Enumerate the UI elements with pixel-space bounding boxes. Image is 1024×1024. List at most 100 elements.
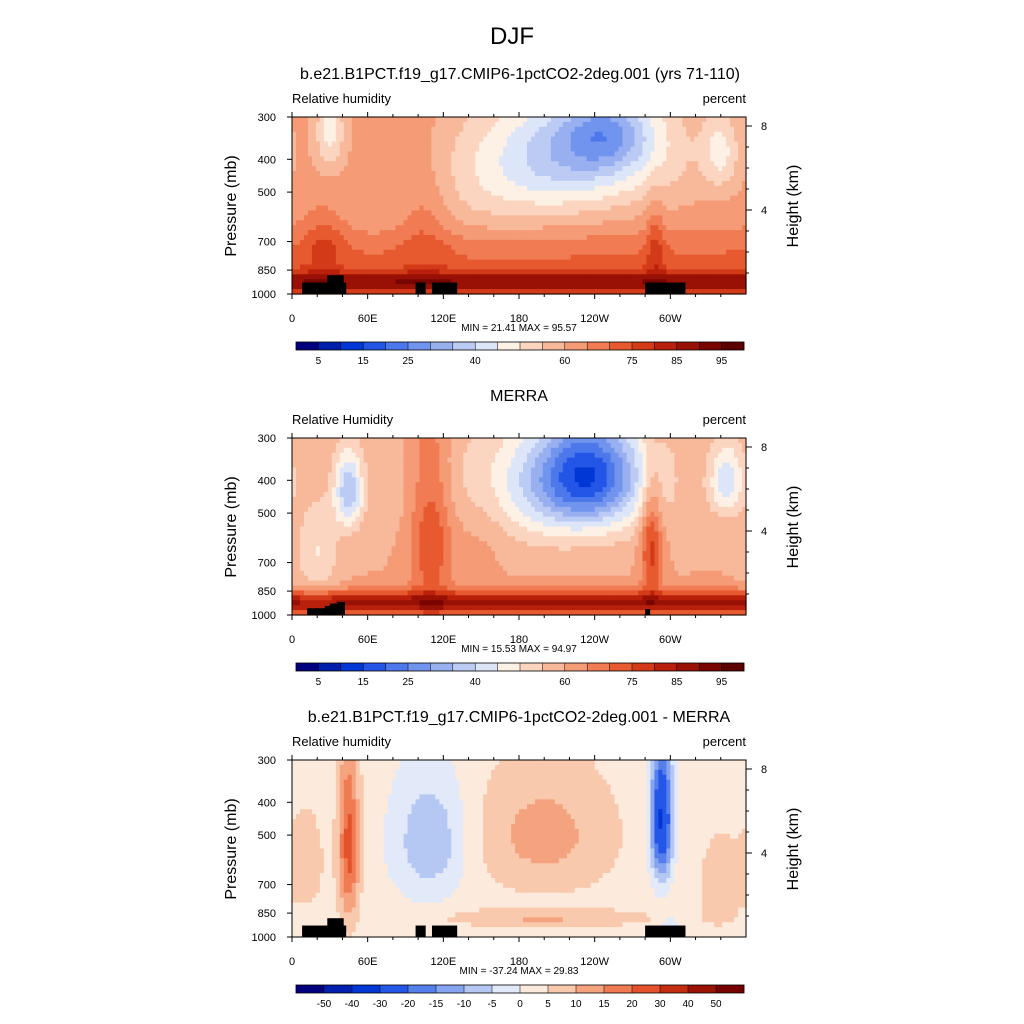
heatmap-cell	[686, 259, 691, 266]
heatmap-cell	[710, 121, 715, 128]
heatmap-cell	[666, 180, 671, 187]
heatmap-cell	[511, 462, 516, 469]
heatmap-cell	[367, 259, 373, 266]
heatmap-cell	[542, 185, 548, 192]
heatmap-cell	[570, 131, 576, 138]
heatmap-cell	[610, 190, 616, 197]
heatmap-cell	[594, 195, 600, 202]
heatmap-cell	[299, 274, 305, 280]
heatmap-cell	[726, 156, 731, 162]
heatmap-cell	[570, 205, 576, 212]
heatmap-cell	[475, 457, 480, 464]
heatmap-cell	[331, 141, 337, 148]
heatmap-cell	[407, 117, 413, 123]
heatmap-cell	[710, 205, 715, 212]
heatmap-cell	[331, 146, 337, 153]
heatmap-cell	[323, 166, 329, 172]
heatmap-cell	[511, 235, 516, 241]
heatmap-cell	[542, 230, 548, 236]
heatmap-cell	[526, 284, 532, 290]
heatmap-cell	[331, 126, 337, 133]
heatmap-cell	[403, 279, 409, 285]
heatmap-cell	[642, 195, 648, 202]
heatmap-cell	[423, 210, 428, 216]
heatmap-cell	[411, 230, 417, 236]
heatmap-cell	[578, 146, 584, 153]
heatmap-cell	[292, 210, 297, 216]
heatmap-cell	[586, 126, 592, 133]
heatmap-cell	[714, 284, 719, 290]
heatmap-cell	[578, 215, 584, 221]
heatmap-cell	[530, 126, 536, 133]
heatmap-cell	[586, 166, 592, 172]
heatmap-cell	[399, 195, 405, 202]
heatmap-cell	[299, 146, 305, 153]
heatmap-cell	[582, 185, 588, 192]
heatmap-cell	[483, 215, 488, 221]
heatmap-cell	[415, 239, 421, 246]
heatmap-cell	[411, 151, 417, 157]
heatmap-cell	[483, 264, 488, 271]
heatmap-cell	[419, 249, 425, 256]
heatmap-cell	[403, 457, 409, 464]
heatmap-cell	[311, 225, 317, 231]
heatmap-cell	[570, 185, 576, 192]
heatmap-cell	[483, 239, 488, 246]
heatmap-cell	[383, 171, 389, 177]
heatmap-cell	[670, 180, 675, 187]
heatmap-cell	[734, 161, 739, 167]
heatmap-cell	[662, 156, 667, 162]
heatmap-cell	[606, 195, 612, 202]
heatmap-cell	[407, 457, 413, 464]
heatmap-cell	[463, 180, 468, 187]
heatmap-cell	[327, 185, 333, 192]
heatmap-cell	[431, 205, 436, 212]
heatmap-cell	[487, 269, 492, 275]
heatmap-cell	[734, 131, 739, 138]
heatmap-cell	[415, 166, 421, 172]
heatmap-cell	[534, 176, 540, 182]
heatmap-cell	[443, 146, 448, 153]
heatmap-cell	[618, 185, 624, 192]
heatmap-cell	[566, 452, 572, 459]
heatmap-cell	[526, 457, 532, 464]
heatmap-cell	[522, 284, 528, 290]
heatmap-cell	[511, 259, 516, 266]
heatmap-cell	[618, 141, 624, 148]
heatmap-cell	[726, 457, 731, 464]
heatmap-cell	[550, 284, 556, 290]
heatmap-cell	[710, 452, 715, 459]
heatmap-cell	[347, 442, 353, 449]
heatmap-cell	[475, 215, 480, 221]
heatmap-cell	[614, 121, 620, 128]
heatmap-cell	[702, 239, 707, 246]
heatmap-cell	[343, 176, 349, 182]
heatmap-cell	[662, 176, 667, 182]
heatmap-cell	[399, 239, 405, 246]
heatmap-cell	[542, 239, 548, 246]
heatmap-cell	[295, 467, 301, 474]
heatmap-cell	[678, 239, 683, 246]
heatmap-cell	[399, 467, 405, 474]
heatmap-cell	[526, 146, 532, 153]
heatmap-cell	[590, 457, 596, 464]
heatmap-cell	[534, 141, 540, 148]
heatmap-cell	[347, 121, 353, 128]
heatmap-cell	[614, 279, 620, 285]
heatmap-cell	[403, 136, 409, 143]
heatmap-cell	[299, 136, 305, 143]
heatmap-cell	[690, 284, 695, 290]
heatmap-cell	[511, 289, 516, 295]
heatmap-cell	[558, 259, 564, 266]
heatmap-cell	[734, 442, 739, 449]
heatmap-cell	[307, 230, 313, 236]
heatmap-cell	[339, 180, 345, 187]
heatmap-cell	[722, 225, 727, 231]
heatmap-cell	[335, 210, 341, 216]
heatmap-cell	[292, 249, 297, 256]
heatmap-cell	[574, 269, 580, 275]
heatmap-cell	[666, 161, 671, 167]
heatmap-cell	[742, 230, 747, 236]
heatmap-cell	[451, 121, 456, 128]
heatmap-cell	[403, 269, 409, 275]
